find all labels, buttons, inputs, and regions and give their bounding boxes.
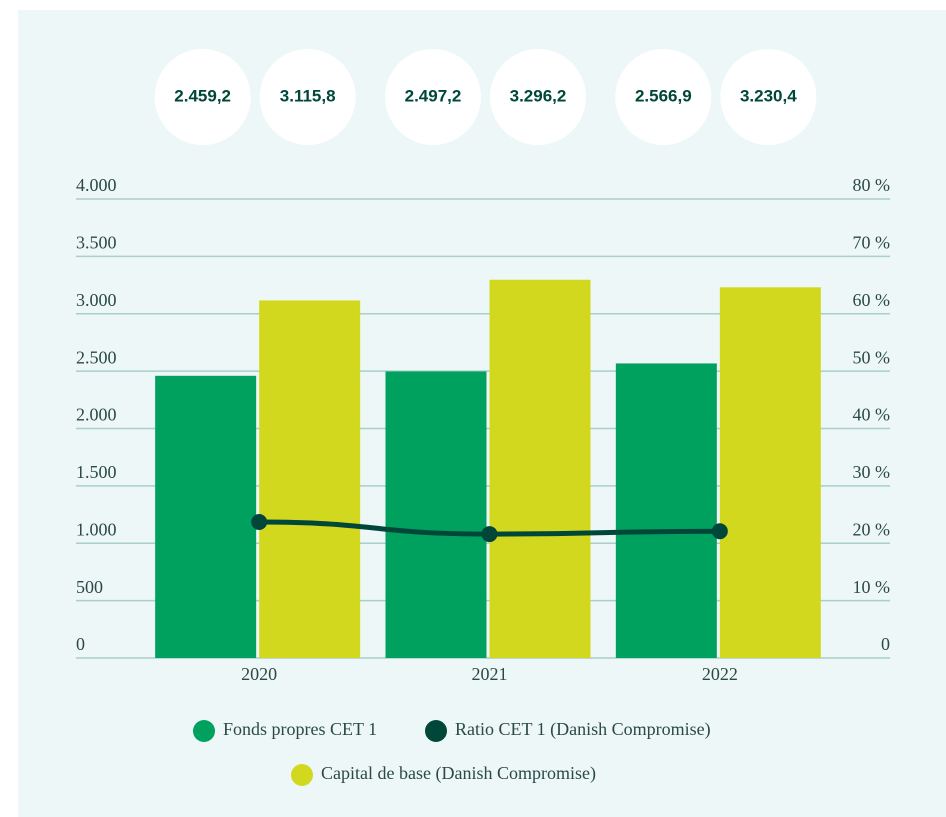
y-tick-label: 4.000: [76, 175, 117, 195]
value-label: 2.566,9: [635, 86, 692, 105]
bar: [155, 375, 257, 658]
y2-tick-label: 50 %: [853, 347, 891, 367]
legend-label: Fonds propres CET 1: [223, 719, 377, 739]
y-tick-label: 1.500: [76, 462, 117, 482]
y-tick-label: 3.500: [76, 233, 117, 253]
bar: [489, 279, 591, 658]
y2-tick-label: 30 %: [853, 462, 891, 482]
value-bubble: [490, 49, 586, 145]
value-bubble: [385, 49, 481, 145]
value-label: 3.230,4: [740, 86, 797, 105]
value-bubble: [615, 49, 712, 145]
x-tick-label: 2020: [241, 664, 277, 684]
line-point: [711, 523, 728, 540]
value-label: 2.459,2: [174, 86, 231, 105]
bar: [719, 287, 821, 658]
y-tick-label: 500: [76, 577, 103, 597]
legend-label: Ratio CET 1 (Danish Compromise): [455, 719, 711, 740]
bar: [259, 300, 361, 658]
line-point: [481, 526, 498, 543]
value-label: 2.497,2: [405, 86, 462, 105]
legend-label: Capital de base (Danish Compromise): [321, 763, 596, 784]
line-point: [251, 514, 268, 531]
y2-tick-label: 40 %: [853, 405, 891, 425]
bar: [385, 371, 487, 658]
y-tick-label: 2.000: [76, 405, 117, 425]
legend-swatch: [425, 720, 447, 742]
value-bubble: [720, 49, 817, 145]
x-tick-label: 2022: [702, 664, 738, 684]
value-bubble: [259, 49, 356, 145]
y-tick-label: 0: [76, 634, 85, 654]
legend-swatch: [193, 720, 215, 742]
y2-tick-label: 70 %: [853, 233, 891, 253]
value-label: 3.115,8: [280, 86, 336, 105]
bar: [615, 363, 717, 658]
y2-tick-label: 20 %: [853, 519, 891, 539]
y2-tick-label: 60 %: [853, 290, 891, 310]
value-label: 3.296,2: [510, 86, 567, 105]
value-bubble: [154, 49, 251, 145]
y-tick-label: 2.500: [76, 347, 117, 367]
y-tick-label: 1.000: [76, 519, 117, 539]
y2-tick-label: 0: [881, 634, 890, 654]
y2-tick-label: 10 %: [853, 577, 891, 597]
x-tick-label: 2021: [472, 664, 508, 684]
legend-swatch: [291, 764, 313, 786]
y-tick-label: 3.000: [76, 290, 117, 310]
y2-tick-label: 80 %: [853, 175, 891, 195]
